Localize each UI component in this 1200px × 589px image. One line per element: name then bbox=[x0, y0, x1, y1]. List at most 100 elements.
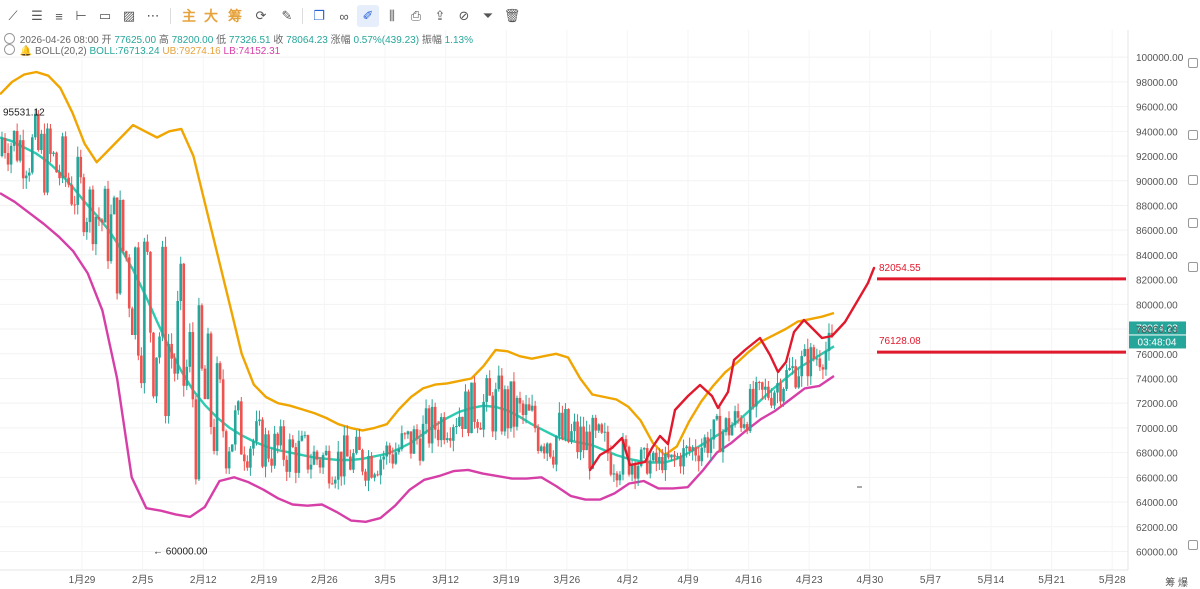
y-tick-label: 80000.00 bbox=[1136, 300, 1178, 311]
candle-body bbox=[412, 429, 416, 454]
candle-body bbox=[249, 448, 252, 468]
chip-button[interactable]: 筹 bbox=[228, 8, 242, 24]
layout-icon[interactable] bbox=[1188, 130, 1198, 140]
y-tick-label: 74000.00 bbox=[1136, 374, 1178, 385]
layout-icon[interactable] bbox=[1188, 262, 1198, 272]
more-icon[interactable]: ⋯ bbox=[146, 8, 160, 23]
candle-body bbox=[333, 479, 337, 484]
candle-body bbox=[149, 251, 152, 333]
layout-icon[interactable] bbox=[1188, 540, 1198, 550]
current-price-tag bbox=[1129, 321, 1186, 335]
layout-icon[interactable] bbox=[1188, 175, 1198, 185]
large-order-button[interactable]: 大 bbox=[204, 8, 218, 24]
candle-body bbox=[479, 427, 482, 430]
y-tick-label: 70000.00 bbox=[1136, 424, 1178, 435]
candle-body bbox=[688, 446, 691, 452]
candle-body bbox=[736, 411, 740, 418]
candle-body bbox=[367, 455, 370, 481]
candle-body bbox=[812, 347, 816, 360]
line-tool-icon[interactable]: ⟋ bbox=[8, 8, 18, 23]
candle-body bbox=[721, 432, 725, 453]
candle-body bbox=[346, 435, 349, 457]
candle-body bbox=[606, 431, 610, 454]
candle-body bbox=[124, 251, 128, 258]
candle-body bbox=[651, 452, 655, 461]
candle-body bbox=[573, 421, 576, 432]
compare-icon[interactable]: ⫼ bbox=[389, 8, 395, 23]
candle-body bbox=[197, 305, 201, 480]
multi-line-icon[interactable]: ☰ bbox=[31, 8, 43, 23]
x-tick-label: 3月19 bbox=[493, 574, 520, 586]
candle-body bbox=[612, 473, 616, 475]
candle-body bbox=[361, 449, 364, 472]
bell-icon[interactable]: 🔔 bbox=[19, 46, 33, 57]
candle-body bbox=[143, 241, 146, 384]
x-tick-label: 2月26 bbox=[311, 574, 338, 586]
pen-off-icon[interactable]: ✎ bbox=[281, 8, 293, 23]
candle-body bbox=[6, 153, 10, 165]
candle-body bbox=[379, 459, 382, 476]
layout-icon[interactable] bbox=[1188, 218, 1198, 228]
candle-body bbox=[621, 439, 625, 475]
toggle-icon[interactable] bbox=[4, 44, 15, 55]
x-tick-label: 2月12 bbox=[190, 574, 217, 586]
link-icon[interactable]: ∞ bbox=[339, 8, 349, 24]
candle-body bbox=[137, 247, 140, 356]
trash-icon[interactable]: 🗑 bbox=[503, 8, 521, 23]
candle-body bbox=[355, 436, 358, 454]
high-value: 78200.00 bbox=[171, 35, 214, 46]
candle-body bbox=[603, 431, 607, 433]
magnet-icon[interactable]: ⊘ bbox=[458, 8, 470, 23]
candle-body bbox=[639, 449, 643, 466]
candle-body bbox=[745, 424, 749, 432]
candle-body bbox=[15, 130, 19, 161]
candle-body bbox=[430, 406, 434, 444]
candle-body bbox=[624, 439, 628, 447]
image-icon[interactable]: ▨ bbox=[122, 8, 136, 23]
brush-icon[interactable]: ✐ bbox=[357, 5, 379, 27]
candle-body bbox=[558, 412, 561, 437]
main-force-button[interactable]: 主 bbox=[182, 8, 196, 24]
candle-body bbox=[470, 382, 473, 434]
candle-body bbox=[467, 391, 470, 434]
y-tick-label: 88000.00 bbox=[1136, 201, 1178, 212]
drawn-wave-path bbox=[588, 266, 876, 472]
horizontal-line-icon[interactable]: ⊢ bbox=[75, 8, 87, 23]
candle-body bbox=[488, 378, 492, 396]
candlesticks bbox=[0, 108, 834, 492]
candle-body bbox=[121, 199, 125, 252]
bookmark-icon[interactable]: ⎙ bbox=[410, 8, 422, 23]
candle-body bbox=[336, 451, 340, 480]
candle-body bbox=[461, 416, 464, 429]
x-tick-label: 3月5 bbox=[374, 574, 396, 586]
y-tick-label: 90000.00 bbox=[1136, 177, 1178, 188]
replay-icon[interactable]: ⟳ bbox=[255, 8, 267, 23]
filter-icon[interactable]: ⏷ bbox=[482, 8, 494, 23]
candle-body bbox=[761, 382, 764, 390]
candle-body bbox=[200, 305, 204, 369]
copy-icon[interactable]: ❐ bbox=[313, 8, 325, 23]
bottom-right-buttons[interactable]: 筹 爆 bbox=[1165, 578, 1188, 589]
candle-body bbox=[133, 247, 137, 335]
boll-ub-value: UB:79274.16 bbox=[162, 46, 221, 57]
candle-body bbox=[285, 459, 289, 472]
candle-body bbox=[76, 156, 80, 205]
candle-body bbox=[724, 418, 728, 433]
share-icon[interactable]: ⇪ bbox=[434, 8, 446, 23]
candle-body bbox=[818, 358, 822, 368]
x-tick-label: 2月5 bbox=[132, 574, 154, 586]
candle-body bbox=[270, 458, 273, 466]
candle-body bbox=[754, 382, 758, 407]
toggle-icon[interactable] bbox=[4, 33, 15, 44]
candle-body bbox=[173, 358, 176, 374]
settings-icon[interactable] bbox=[1188, 58, 1198, 68]
rectangle-icon[interactable]: ▭ bbox=[98, 8, 112, 23]
candle-body bbox=[112, 197, 116, 215]
candle-body bbox=[158, 336, 161, 358]
candle-body bbox=[288, 439, 292, 472]
candle-body bbox=[797, 376, 800, 388]
y-tick-label: 68000.00 bbox=[1136, 449, 1178, 460]
channel-icon[interactable]: ≡ bbox=[55, 8, 63, 24]
candle-body bbox=[824, 350, 828, 370]
